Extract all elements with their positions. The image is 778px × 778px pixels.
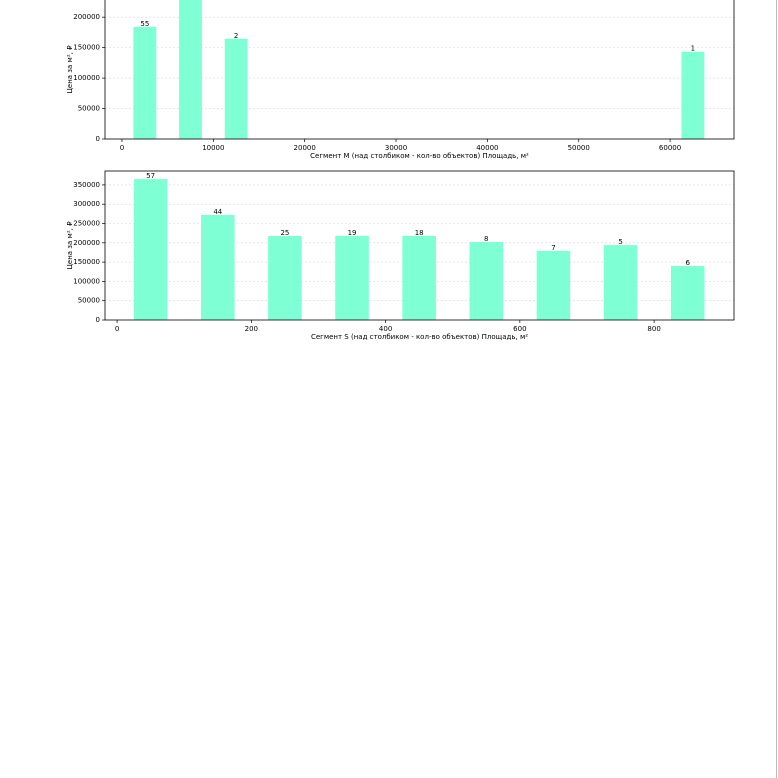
x-axis-label: Сегмент S (над столбиком - кол-во объект… — [311, 333, 528, 341]
x-tick-label: 60000 — [659, 144, 681, 152]
chart: 0 50000 100000 150000 200000 250000 300000 3500… — [66, 170, 735, 341]
y-axis-label: Цена за м², ₽ — [66, 45, 74, 94]
bar — [681, 51, 705, 139]
count-label: 8 — [484, 235, 488, 243]
x-tick-label: 20000 — [294, 144, 316, 152]
y-tick-label: 50000 — [78, 105, 100, 113]
count-label: 18 — [415, 229, 424, 237]
bar — [133, 26, 157, 139]
bar — [536, 250, 571, 320]
bar — [268, 236, 302, 320]
y-tick-label: 200000 — [73, 239, 100, 247]
count-label: 7 — [551, 244, 555, 252]
y-tick-label: 250000 — [73, 219, 100, 227]
x-tick-label: 400 — [379, 325, 392, 333]
count-label: 25 — [280, 229, 289, 237]
bar — [402, 235, 436, 320]
y-tick-label: 200000 — [73, 13, 100, 21]
y-tick-label: 0 — [96, 316, 100, 324]
x-tick-label: 0 — [120, 144, 124, 152]
y-axis-label: Цена за м², ₽ — [66, 221, 74, 270]
bar — [200, 215, 235, 320]
x-tick-label: 40000 — [476, 144, 498, 152]
count-label: 1 — [691, 45, 695, 53]
bar — [603, 245, 638, 320]
count-label: 6 — [685, 259, 690, 267]
bar — [335, 235, 369, 320]
count-label: 44 — [213, 208, 222, 216]
y-tick-label: 300000 — [73, 200, 100, 208]
y-tick-label: 100000 — [73, 74, 100, 82]
count-label: 5 — [618, 238, 622, 246]
x-tick-label: 200 — [245, 325, 258, 333]
x-tick-label: 0 — [115, 325, 119, 333]
count-label: 2 — [234, 32, 238, 40]
bar — [469, 242, 504, 320]
bar — [133, 179, 168, 320]
x-axis-label: Сегмент М (над столбиком - кол-во объект… — [310, 152, 529, 160]
x-tick-label: 50000 — [568, 144, 590, 152]
bar — [670, 265, 705, 320]
y-tick-label: 150000 — [73, 44, 100, 52]
x-tick-label: 600 — [513, 325, 526, 333]
x-tick-label: 800 — [647, 325, 660, 333]
y-tick-label: 0 — [96, 135, 100, 143]
axes-frame — [104, 0, 735, 140]
y-tick-label: 150000 — [73, 258, 100, 266]
axes-frame — [104, 170, 735, 321]
bar — [179, 0, 202, 139]
x-tick-label: 10000 — [202, 144, 224, 152]
count-label: 55 — [140, 20, 149, 28]
y-tick-label: 50000 — [78, 297, 100, 305]
count-label: 19 — [348, 229, 357, 237]
bar — [224, 38, 248, 139]
x-tick-label: 30000 — [385, 144, 407, 152]
count-label: 57 — [146, 172, 155, 180]
y-tick-label: 350000 — [73, 181, 100, 189]
y-tick-label: 100000 — [73, 277, 100, 285]
